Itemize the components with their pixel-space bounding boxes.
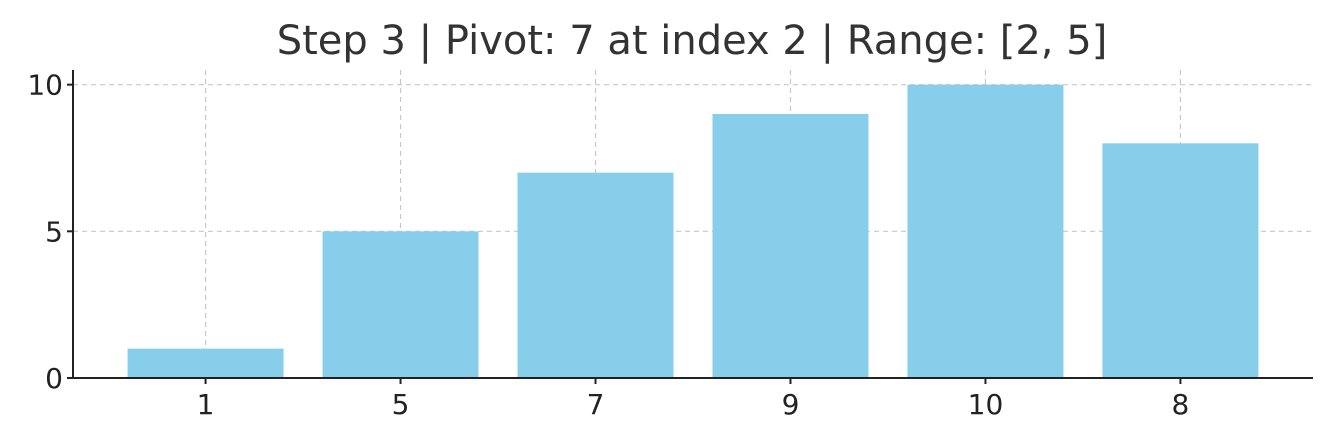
x-tick-label: 1 xyxy=(197,388,215,421)
bar-layer xyxy=(127,84,1259,379)
x-tick-label: 8 xyxy=(1172,388,1190,421)
tick-layer: 1 5 7 9 10 8 0 5 10 xyxy=(27,69,1189,421)
bar xyxy=(127,348,284,378)
y-tick-label: 5 xyxy=(45,215,63,248)
bar xyxy=(712,114,869,378)
bar xyxy=(907,84,1064,379)
bar xyxy=(1102,143,1259,378)
y-tick-label: 0 xyxy=(45,362,63,395)
x-tick-label: 7 xyxy=(587,388,605,421)
y-tick-label: 10 xyxy=(27,69,63,102)
x-tick-label: 10 xyxy=(968,388,1004,421)
x-tick-label: 5 xyxy=(392,388,410,421)
bar xyxy=(517,172,674,378)
chart-title: Step 3 | Pivot: 7 at index 2 | Range: [2… xyxy=(277,18,1108,64)
axis-layer xyxy=(72,70,1313,379)
bar xyxy=(322,231,479,378)
x-tick-label: 9 xyxy=(782,388,800,421)
